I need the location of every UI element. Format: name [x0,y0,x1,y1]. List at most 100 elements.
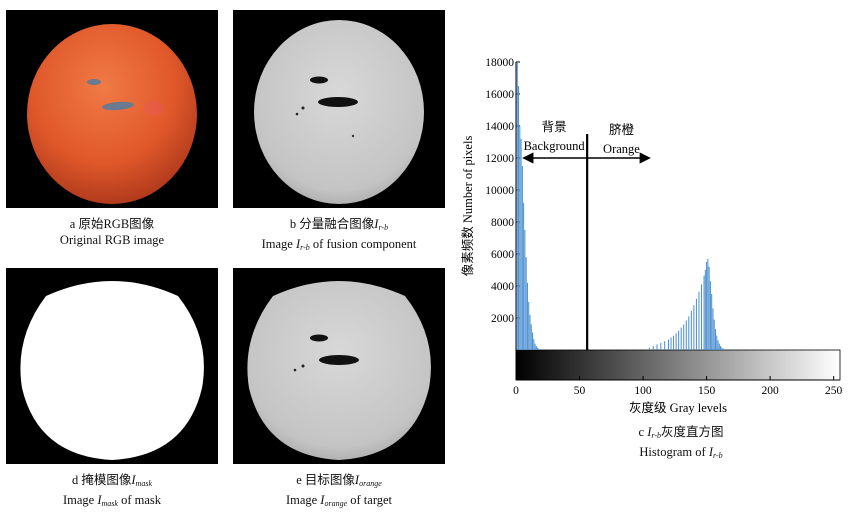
histogram-bar [528,302,530,350]
histogram-bar [680,327,682,350]
caption-c: c Ir-b灰度直方图 Histogram of Ir-b [566,424,796,464]
caption-b-sub: r-b [378,223,389,232]
histogram-bar [704,270,706,350]
histogram-bar [673,335,675,350]
gray-level-gradient-bar [515,349,841,381]
histogram-bar [723,349,725,350]
histogram-bar [532,332,534,350]
y-axis: 2000 4000 6000 8000 10000 12000 14000 16000 1800… [485,57,520,380]
caption-a-en: Original RGB image [59,233,165,247]
caption-b-en-sub: r-b [300,243,310,252]
histogram-bar [722,348,724,350]
histogram-bar [675,333,677,350]
target-drawing [247,281,431,460]
histogram-bar [530,324,532,350]
y-tick-label: 14000 [485,121,514,133]
y-tick-label: 2000 [491,313,514,325]
histogram-bar [706,262,708,350]
histogram-bar [516,62,518,350]
histogram-bar [711,294,713,350]
gray-histogram-chart: 2000400060008000100001200014000160001800… [460,57,843,415]
caption-c-var: I [647,425,652,439]
caption-b: b 分量融合图像Ir-b Image Ir-b of fusion compon… [226,216,452,256]
histogram-bar [721,347,723,350]
histogram-bar [688,316,690,350]
histogram-bar [700,284,703,350]
histogram-bar [670,337,672,350]
histogram-bar [524,230,526,350]
x-axis-label: 灰度级 Gray levels [629,400,727,415]
orange-rgb-drawing [27,24,197,204]
caption-c-sub: r-b [651,431,661,440]
caption-c-zh-suffix: 灰度直方图 [660,425,724,439]
caption-d-zh: d 掩模图像Imask [6,472,218,492]
caption-b-var: I [374,217,379,231]
caption-d-en-suffix: of mask [117,493,162,507]
caption-e-en-sub: orange [324,499,348,508]
histogram-bar [535,346,537,350]
caption-e-zh: e 目标图像Iorange [226,472,452,492]
y-tick-label: 10000 [485,185,514,197]
caption-d: d 掩模图像Imask Image Imask of mask [6,472,218,512]
histogram-bar [713,319,715,350]
caption-d-var: I [131,473,136,487]
histogram-bar [683,324,685,350]
caption-e-var: I [354,473,360,487]
caption-b-zh: b 分量融合图像Ir-b [226,216,452,236]
histogram-bar [709,281,711,350]
caption-d-en-var: I [97,493,102,507]
background-label-zh: 背景 [542,120,567,134]
histogram-bar [720,346,722,350]
x-tick-label: 100 [634,385,652,397]
caption-a: a 原始RGB图像 Original RGB image [6,216,218,248]
caption-e-zh-text: e 目标图像 [296,473,355,487]
caption-d-zh-text: d 掩模图像 [71,473,132,487]
original-rgb-image [6,10,218,208]
histogram-bar [534,343,536,350]
histogram-bar [690,310,692,350]
caption-b-zh-text: b 分量融合图像 [289,217,375,231]
histogram-bar [523,202,525,350]
histogram-bar [526,282,528,350]
x-tick-label: 250 [825,385,843,397]
mask-drawing [20,281,204,460]
x-tick-label: 200 [761,385,779,397]
histogram-bar [717,340,719,350]
histogram-bar [525,257,527,350]
y-tick-label: 16000 [485,89,514,101]
x-tick-label: 50 [574,385,586,397]
caption-d-en-prefix: Image [62,493,98,507]
annotations: 背景 Background 脐橙 Orange [522,120,651,350]
orange-gray-drawing [254,20,424,204]
fusion-component-image [233,10,445,208]
histogram-bar [693,305,695,350]
orange-label-en: Orange [603,142,640,156]
y-tick-label: 12000 [485,153,514,165]
histogram-bar [537,347,539,350]
histogram-bar [678,330,680,350]
y-axis-label: 像素频数 Number of pixels [460,136,475,277]
histogram-bar [718,343,720,350]
histogram-bar [695,298,697,350]
histogram-bar [660,342,662,350]
histogram-bar [712,308,714,350]
histogram-bar [529,314,531,350]
caption-c-en-prefix: Histogram of [639,445,709,459]
histogram-bars [516,62,725,350]
caption-e-en-suffix: of target [347,493,393,507]
caption-c-en: Histogram of Ir-b [566,444,796,464]
histogram-bar [708,266,710,350]
caption-c-en-var: I [708,445,713,459]
histogram-bar [664,341,666,350]
y-tick-label: 6000 [491,249,514,261]
y-tick-label: 18000 [485,57,514,69]
histogram-bar [648,347,650,350]
histogram-bar [521,166,523,350]
y-tick-label: 4000 [491,281,514,293]
histogram-bar [707,258,709,350]
histogram-bar [667,339,669,350]
caption-d-en: Image Imask of mask [6,492,218,512]
histogram-bar [685,320,687,350]
x-tick-label: 150 [698,385,716,397]
caption-e: e 目标图像Iorange Image Iorange of target [226,472,452,512]
